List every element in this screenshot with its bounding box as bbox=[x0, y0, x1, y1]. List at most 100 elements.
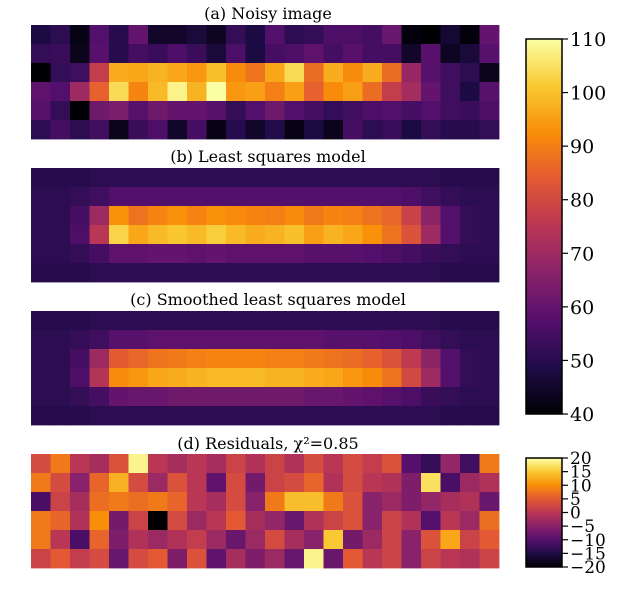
heatmap-cell bbox=[70, 206, 90, 226]
heatmap-cell bbox=[167, 549, 188, 569]
heatmap-cell bbox=[440, 187, 461, 207]
heatmap-cell bbox=[304, 263, 324, 283]
heatmap-cell bbox=[284, 549, 305, 569]
heatmap-cell bbox=[128, 206, 149, 226]
heatmap-cell bbox=[323, 101, 344, 121]
heatmap-cell bbox=[362, 511, 383, 531]
heatmap-cell bbox=[440, 82, 461, 102]
heatmap-cell bbox=[421, 225, 441, 245]
heatmap-cell bbox=[284, 368, 305, 388]
heatmap-cell bbox=[401, 406, 422, 426]
heatmap-cell bbox=[304, 492, 324, 512]
heatmap-cell bbox=[440, 168, 461, 188]
heatmap-cell bbox=[421, 263, 441, 283]
heatmap-cell bbox=[109, 82, 129, 102]
heatmap-cell bbox=[167, 349, 188, 369]
heatmap-cell bbox=[167, 263, 188, 283]
heatmap-cell bbox=[460, 263, 480, 283]
heatmap-cell bbox=[128, 82, 149, 102]
heatmap-cell bbox=[245, 368, 266, 388]
heatmap-cell bbox=[343, 387, 363, 407]
heatmap-cell bbox=[187, 492, 207, 512]
heatmap-cell bbox=[109, 368, 129, 388]
heatmap-cell bbox=[89, 368, 110, 388]
heatmap-cell bbox=[226, 82, 246, 102]
heatmap-cell bbox=[206, 168, 227, 188]
heatmap-cell bbox=[187, 25, 207, 45]
heatmap-cell bbox=[31, 187, 51, 207]
heatmap-cell bbox=[401, 387, 422, 407]
heatmap-cell bbox=[440, 63, 461, 83]
heatmap-cell bbox=[31, 82, 51, 102]
heatmap-cell bbox=[206, 454, 227, 474]
heatmap-cell bbox=[265, 492, 285, 512]
heatmap-cell bbox=[382, 244, 402, 264]
heatmap-cell bbox=[50, 330, 71, 350]
heatmap-cell bbox=[50, 492, 71, 512]
heatmap-cell bbox=[206, 406, 227, 426]
heatmap-cell bbox=[89, 168, 110, 188]
heatmap-cell bbox=[50, 473, 71, 493]
heatmap-cell bbox=[479, 406, 500, 426]
heatmap-cell bbox=[284, 206, 305, 226]
heatmap-cell bbox=[89, 349, 110, 369]
colorbar-tick-label: −15 bbox=[570, 544, 606, 564]
heatmap-cell bbox=[31, 168, 51, 188]
heatmap-cell bbox=[460, 330, 480, 350]
heatmap-cell bbox=[128, 244, 149, 264]
heatmap-cell bbox=[304, 82, 324, 102]
heatmap-cell bbox=[226, 63, 246, 83]
heatmap-cell bbox=[50, 63, 71, 83]
heatmap-cell bbox=[245, 82, 266, 102]
heatmap-cell bbox=[401, 120, 422, 140]
heatmap-cell bbox=[31, 387, 51, 407]
heatmap-cell bbox=[89, 511, 110, 531]
colorbar-tick-label: 20 bbox=[570, 449, 592, 469]
heatmap-cell bbox=[70, 454, 90, 474]
heatmap-cell bbox=[440, 387, 461, 407]
heatmap-cell bbox=[109, 63, 129, 83]
heatmap-cell bbox=[50, 168, 71, 188]
heatmap-cell bbox=[479, 473, 500, 493]
colorbar-main-ticks: 110 100 90 80 70 60 50 40 bbox=[562, 29, 606, 426]
heatmap-cell bbox=[245, 311, 266, 331]
heatmap-cell bbox=[31, 225, 51, 245]
heatmap-cell bbox=[343, 63, 363, 83]
heatmap-cell bbox=[245, 263, 266, 283]
heatmap-cell bbox=[70, 349, 90, 369]
heatmap-cell bbox=[50, 206, 71, 226]
heatmap-cell bbox=[245, 63, 266, 83]
heatmap-cell bbox=[460, 63, 480, 83]
heatmap-cell bbox=[460, 101, 480, 121]
heatmap-cell bbox=[148, 44, 168, 64]
heatmap-cell bbox=[284, 244, 305, 264]
heatmap-cell bbox=[401, 549, 422, 569]
heatmap-cell bbox=[89, 454, 110, 474]
heatmap-cell bbox=[89, 473, 110, 493]
heatmap-cell bbox=[421, 168, 441, 188]
heatmap-cell bbox=[304, 549, 324, 569]
heatmap-cell bbox=[479, 311, 500, 331]
colorbar-main: 110 100 90 80 70 60 50 40 bbox=[525, 29, 606, 426]
heatmap-cell bbox=[343, 82, 363, 102]
heatmap-cell bbox=[50, 120, 71, 140]
heatmap-cell bbox=[89, 25, 110, 45]
heatmap-cell bbox=[245, 168, 266, 188]
heatmap-cell bbox=[148, 25, 168, 45]
heatmap-cell bbox=[284, 168, 305, 188]
heatmap-cell bbox=[460, 82, 480, 102]
heatmap-cell bbox=[440, 244, 461, 264]
heatmap-cell bbox=[31, 549, 51, 569]
heatmap-cell bbox=[362, 549, 383, 569]
heatmap-cell bbox=[148, 63, 168, 83]
heatmap-cell bbox=[382, 225, 402, 245]
heatmap-cell bbox=[148, 349, 168, 369]
heatmap-cell bbox=[401, 349, 422, 369]
heatmap-cell bbox=[167, 63, 188, 83]
heatmap-cell bbox=[187, 244, 207, 264]
heatmap-cell bbox=[304, 187, 324, 207]
heatmap-cell bbox=[148, 454, 168, 474]
heatmap-cell bbox=[265, 63, 285, 83]
heatmap-cell bbox=[167, 511, 188, 531]
heatmap-cell bbox=[479, 368, 500, 388]
